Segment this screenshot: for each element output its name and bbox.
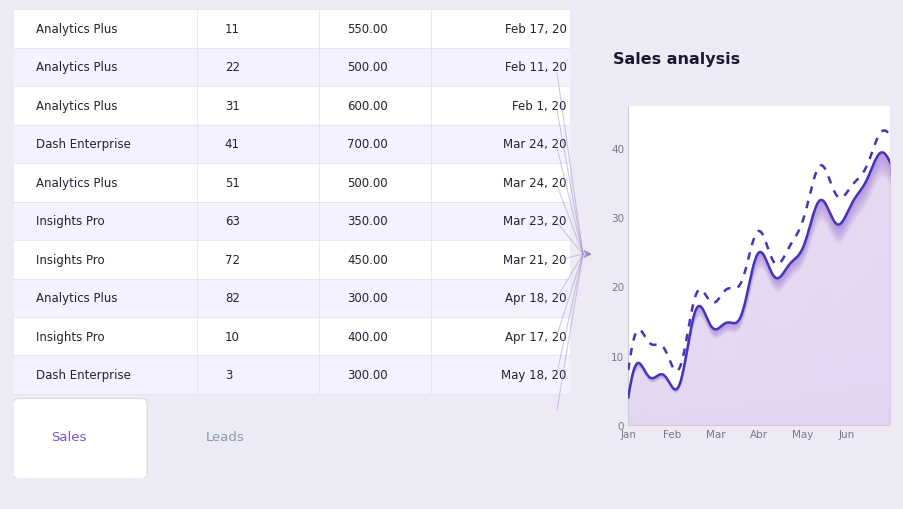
Text: 22: 22	[225, 61, 239, 74]
Text: Sales analysis: Sales analysis	[612, 52, 739, 67]
Text: Leads: Leads	[205, 430, 244, 443]
Text: 400.00: 400.00	[347, 330, 387, 343]
Text: 550.00: 550.00	[347, 23, 387, 36]
Bar	[14, 10, 569, 48]
Text: Analytics Plus: Analytics Plus	[36, 61, 117, 74]
Text: 300.00: 300.00	[347, 292, 387, 305]
Bar	[14, 125, 569, 164]
Text: 300.00: 300.00	[347, 369, 387, 381]
Text: Mar 24, 20: Mar 24, 20	[503, 138, 566, 151]
Bar	[14, 356, 569, 394]
Bar	[14, 318, 569, 356]
Text: Apr 17, 20: Apr 17, 20	[505, 330, 566, 343]
FancyBboxPatch shape	[14, 399, 147, 478]
Text: 63: 63	[225, 215, 239, 228]
Text: Dash Enterprise: Dash Enterprise	[36, 138, 131, 151]
Text: 450.00: 450.00	[347, 253, 387, 266]
Text: Analytics Plus: Analytics Plus	[36, 100, 117, 112]
Bar	[14, 279, 569, 318]
Text: Analytics Plus: Analytics Plus	[36, 23, 117, 36]
Text: Insights Pro: Insights Pro	[36, 330, 105, 343]
Text: 500.00: 500.00	[347, 177, 387, 189]
Bar	[14, 202, 569, 241]
Text: 11: 11	[225, 23, 239, 36]
Text: Mar 24, 20: Mar 24, 20	[503, 177, 566, 189]
Text: 350.00: 350.00	[347, 215, 387, 228]
Bar	[14, 241, 569, 279]
Text: 51: 51	[225, 177, 239, 189]
Text: 600.00: 600.00	[347, 100, 387, 112]
Text: Analytics Plus: Analytics Plus	[36, 177, 117, 189]
Text: 10: 10	[225, 330, 239, 343]
Text: Mar 23, 20: Mar 23, 20	[503, 215, 566, 228]
Bar	[14, 87, 569, 125]
Bar	[14, 48, 569, 87]
Text: 3: 3	[225, 369, 232, 381]
Text: Insights Pro: Insights Pro	[36, 215, 105, 228]
Text: Analytics Plus: Analytics Plus	[36, 292, 117, 305]
Text: Mar 21, 20: Mar 21, 20	[503, 253, 566, 266]
Text: Insights Pro: Insights Pro	[36, 253, 105, 266]
Text: May 18, 20: May 18, 20	[501, 369, 566, 381]
Text: Sales: Sales	[51, 430, 87, 443]
Text: 31: 31	[225, 100, 239, 112]
Text: 700.00: 700.00	[347, 138, 387, 151]
Text: Feb 11, 20: Feb 11, 20	[504, 61, 566, 74]
Text: 500.00: 500.00	[347, 61, 387, 74]
Text: 82: 82	[225, 292, 239, 305]
Bar	[14, 164, 569, 202]
Text: Dash Enterprise: Dash Enterprise	[36, 369, 131, 381]
Text: 41: 41	[225, 138, 239, 151]
Text: Feb 17, 20: Feb 17, 20	[504, 23, 566, 36]
Text: Feb 1, 20: Feb 1, 20	[512, 100, 566, 112]
Text: Apr 18, 20: Apr 18, 20	[505, 292, 566, 305]
Text: 72: 72	[225, 253, 239, 266]
